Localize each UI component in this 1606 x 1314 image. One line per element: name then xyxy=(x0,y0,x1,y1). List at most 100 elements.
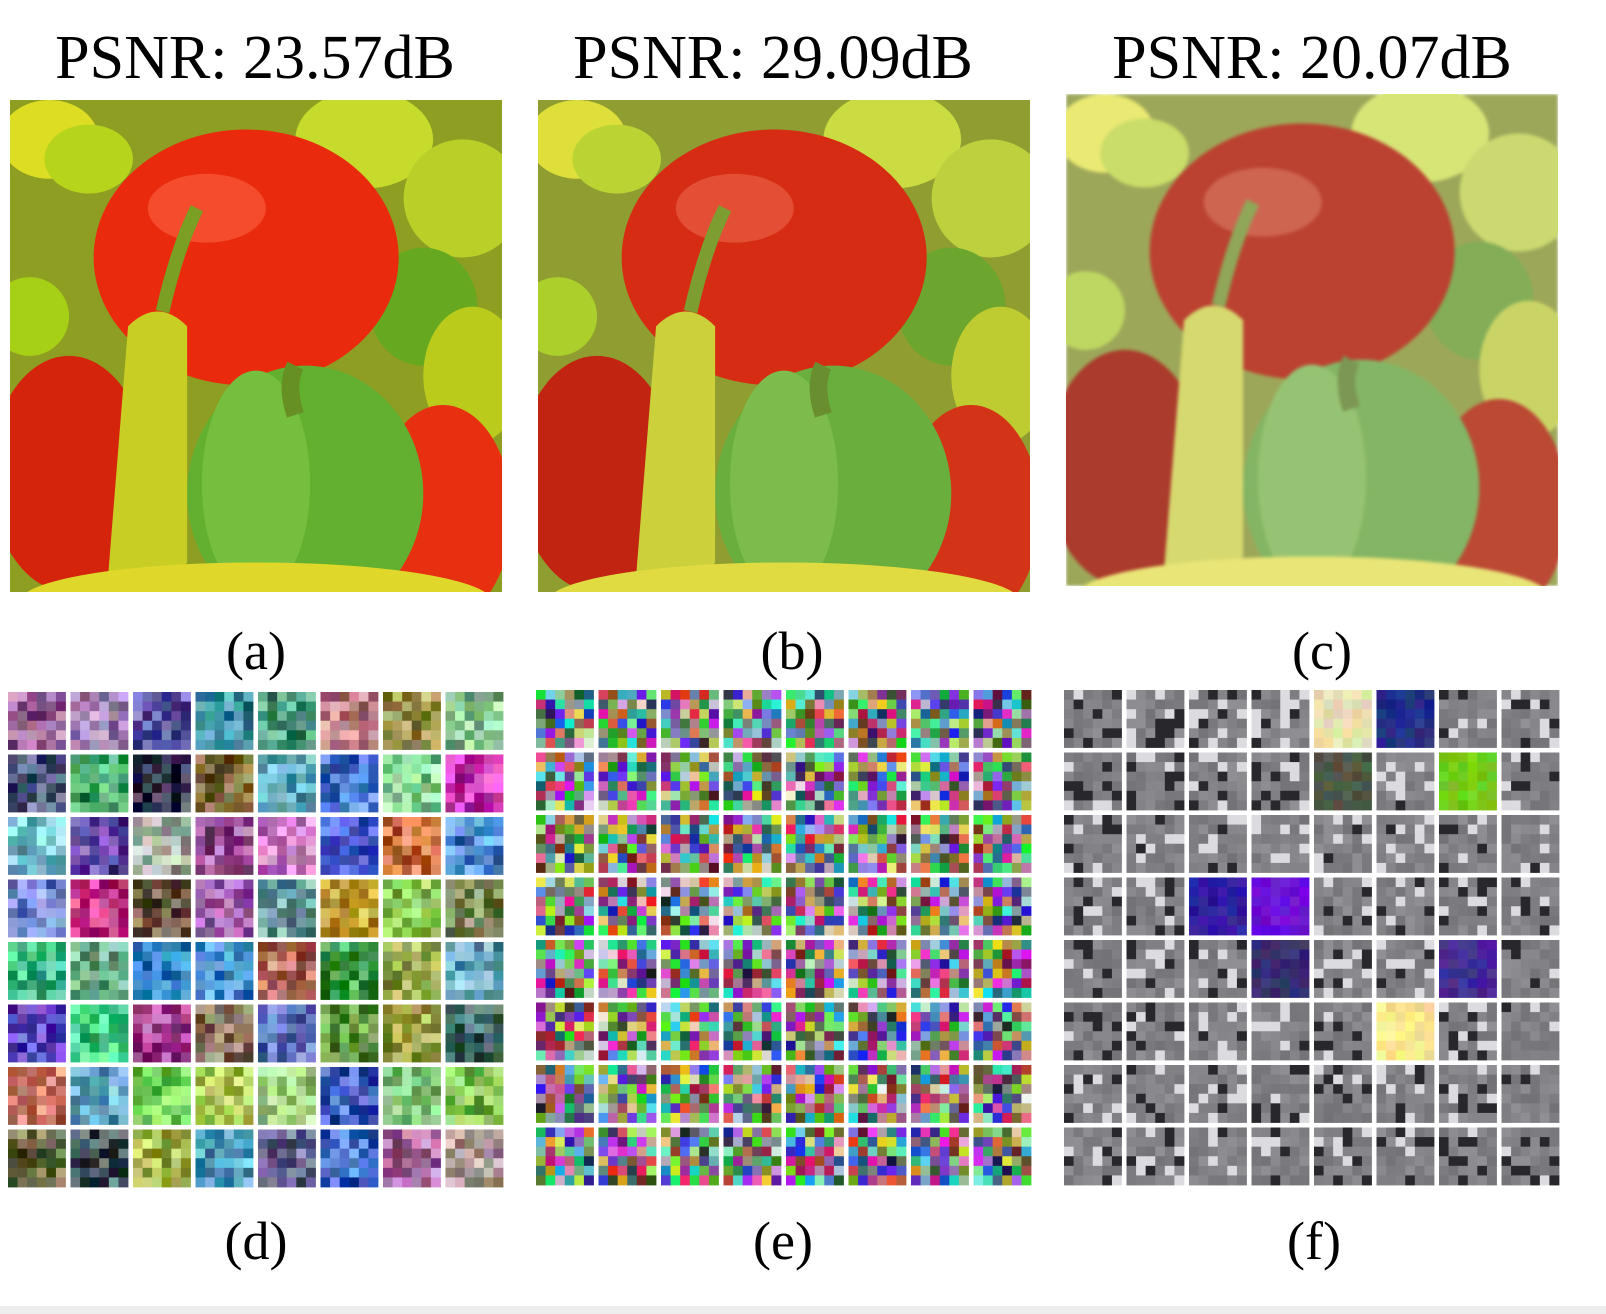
dictionary-atom xyxy=(723,815,782,873)
dictionary-atom xyxy=(1126,690,1185,748)
dictionary-atom xyxy=(911,1065,969,1123)
dictionary-atom xyxy=(1376,940,1435,998)
dictionary-atom xyxy=(320,879,379,938)
dictionary-atom xyxy=(70,879,129,938)
dictionary-atom xyxy=(320,942,379,1000)
dictionary-atom xyxy=(1126,877,1185,936)
dictionary-atom xyxy=(70,754,129,813)
dictionary-atom xyxy=(786,1127,844,1186)
dictionary-atom xyxy=(70,942,129,1000)
dictionary-atom xyxy=(320,754,379,813)
dictionary-atom xyxy=(1439,1002,1497,1061)
dictionary-atom xyxy=(911,1127,969,1186)
dictionary-atom xyxy=(1314,752,1372,811)
dictionary-atom xyxy=(8,754,66,813)
dictionary-atom xyxy=(195,879,254,938)
dictionary-atom xyxy=(1376,752,1435,811)
dictionary-atom xyxy=(445,1067,504,1125)
dictionary-atom xyxy=(1126,940,1185,998)
dictionary-atom xyxy=(536,1065,594,1123)
dictionary-atom xyxy=(320,1004,379,1063)
dictionary-atom xyxy=(911,752,969,811)
dictionary-atom xyxy=(383,879,441,938)
dictionary-atom xyxy=(536,940,594,998)
dictionary-atom xyxy=(258,1129,316,1188)
dictionary-atom xyxy=(8,942,66,1000)
dictionary-atom xyxy=(1189,877,1247,936)
dictionary-atom xyxy=(1189,1002,1247,1061)
dictionary-atom xyxy=(1501,752,1560,811)
dictionary-atom xyxy=(1064,877,1122,936)
dictionary-atom xyxy=(383,817,441,875)
panel-e-label: (e) xyxy=(753,1211,813,1271)
dictionary-atom xyxy=(848,815,907,873)
dictionary-atom xyxy=(723,690,782,748)
dictionary-atom xyxy=(1126,815,1185,873)
dictionary-atom xyxy=(973,1002,1032,1061)
dictionary-atom xyxy=(1314,1002,1372,1061)
dictionary-atom xyxy=(133,879,191,938)
dictionary-atom xyxy=(598,1065,657,1123)
dictionary-atom xyxy=(848,752,907,811)
dictionary-atom xyxy=(1314,1127,1372,1186)
dictionary-atom xyxy=(598,815,657,873)
panel-d-label: (d) xyxy=(224,1211,288,1271)
dictionary-atom xyxy=(536,877,594,936)
dictionary-atom xyxy=(1251,940,1310,998)
dictionary-atom xyxy=(536,690,594,748)
dictionary-atom xyxy=(1251,752,1310,811)
dictionary-atom xyxy=(383,1004,441,1063)
dictionary-atom xyxy=(911,940,969,998)
dictionary-atom xyxy=(1501,940,1560,998)
dictionary-atom xyxy=(1439,752,1497,811)
dictionary-atom xyxy=(1439,690,1497,748)
panel-b-label: (b) xyxy=(760,621,824,681)
dictionary-atom xyxy=(848,690,907,748)
dictionary-atom xyxy=(536,752,594,811)
dictionary-atom xyxy=(661,752,719,811)
dictionary-atom xyxy=(723,1127,782,1186)
dictionary-atom xyxy=(536,1002,594,1061)
dictionary-atom xyxy=(1314,940,1372,998)
dictionary-atom xyxy=(1251,1065,1310,1123)
dictionary-atom xyxy=(598,877,657,936)
dictionary-atom xyxy=(786,1065,844,1123)
panel-c-psnr-title: PSNR: 20.07dB xyxy=(1112,24,1512,92)
dictionary-atom xyxy=(661,1002,719,1061)
dictionary-atom xyxy=(1376,1002,1435,1061)
dictionary-atom xyxy=(786,1002,844,1061)
dictionary-atom xyxy=(786,752,844,811)
dictionary-atom xyxy=(383,1067,441,1125)
dictionary-atom xyxy=(133,817,191,875)
dictionary-atom xyxy=(1189,815,1247,873)
dictionary-atom xyxy=(723,1002,782,1061)
dictionary-atom xyxy=(1064,1002,1122,1061)
dictionary-atom xyxy=(1126,752,1185,811)
dictionary-atom xyxy=(1189,690,1247,748)
dictionary-atom xyxy=(445,1004,504,1063)
dictionary-atom xyxy=(258,879,316,938)
panel-c-peppers-image xyxy=(1066,94,1558,586)
dictionary-atom xyxy=(661,877,719,936)
dictionary-atom xyxy=(973,940,1032,998)
dictionary-atom xyxy=(973,1127,1032,1186)
dictionary-atom xyxy=(1501,1002,1560,1061)
dictionary-atom xyxy=(1376,1127,1435,1186)
dictionary-atom xyxy=(536,1127,594,1186)
dictionary-atom xyxy=(195,942,254,1000)
dictionary-atom xyxy=(1251,690,1310,748)
dictionary-atom xyxy=(383,1129,441,1188)
dictionary-atom xyxy=(195,817,254,875)
dictionary-atom xyxy=(320,1067,379,1125)
dictionary-atom xyxy=(8,1067,66,1125)
dictionary-atom xyxy=(1251,877,1310,936)
dictionary-atom xyxy=(848,1002,907,1061)
dictionary-atom xyxy=(598,1002,657,1061)
dictionary-atom xyxy=(973,877,1032,936)
dictionary-atom xyxy=(1314,1065,1372,1123)
panel-b-peppers-image xyxy=(538,100,1030,592)
dictionary-atom xyxy=(445,692,504,750)
dictionary-atom xyxy=(133,1129,191,1188)
dictionary-atom xyxy=(383,692,441,750)
dictionary-atom xyxy=(973,1065,1032,1123)
